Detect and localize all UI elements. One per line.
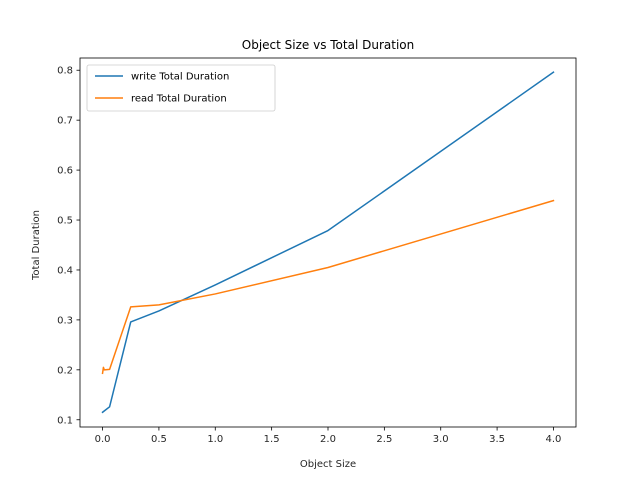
x-axis-label: Object Size [300, 459, 356, 470]
y-tick-label: 0.8 [57, 66, 73, 77]
y-tick-label: 0.3 [57, 315, 73, 326]
legend-entry: read Total Duration [131, 94, 227, 105]
y-axis: 0.1 0.2 0.3 0.4 0.5 0.6 0.7 0.8 [57, 66, 80, 426]
x-tick-label: 1.5 [264, 434, 280, 445]
x-tick-label: 4.0 [546, 434, 562, 445]
chart-title: Object Size vs Total Duration [242, 38, 414, 52]
x-tick-label: 0.5 [151, 434, 167, 445]
series-line-write [101, 71, 555, 414]
series-line-read [101, 199, 555, 375]
y-tick-label: 0.1 [57, 415, 73, 426]
legend-box [86, 64, 276, 112]
y-tick-label: 0.6 [57, 166, 73, 177]
plot-frame [79, 57, 577, 428]
y-tick-label: 0.5 [57, 216, 73, 227]
x-tick-label: 3.5 [489, 434, 505, 445]
plot-area [79, 57, 577, 428]
x-tick-label: 3.0 [433, 434, 449, 445]
legend: write Total Duration read Total Duration [86, 64, 276, 112]
x-tick-label: 2.5 [376, 434, 392, 445]
y-tick-label: 0.2 [57, 365, 73, 376]
y-axis-label: Total Duration [31, 210, 42, 281]
x-tick-label: 0.0 [95, 434, 111, 445]
x-tick-label: 1.0 [207, 434, 223, 445]
y-tick-label: 0.4 [57, 265, 73, 276]
x-axis: 0.0 0.5 1.0 1.5 2.0 2.5 3.0 3.5 4.0 [95, 427, 562, 445]
x-tick-label: 2.0 [320, 434, 336, 445]
y-tick-label: 0.7 [57, 116, 73, 127]
legend-entry: write Total Duration [131, 72, 229, 83]
